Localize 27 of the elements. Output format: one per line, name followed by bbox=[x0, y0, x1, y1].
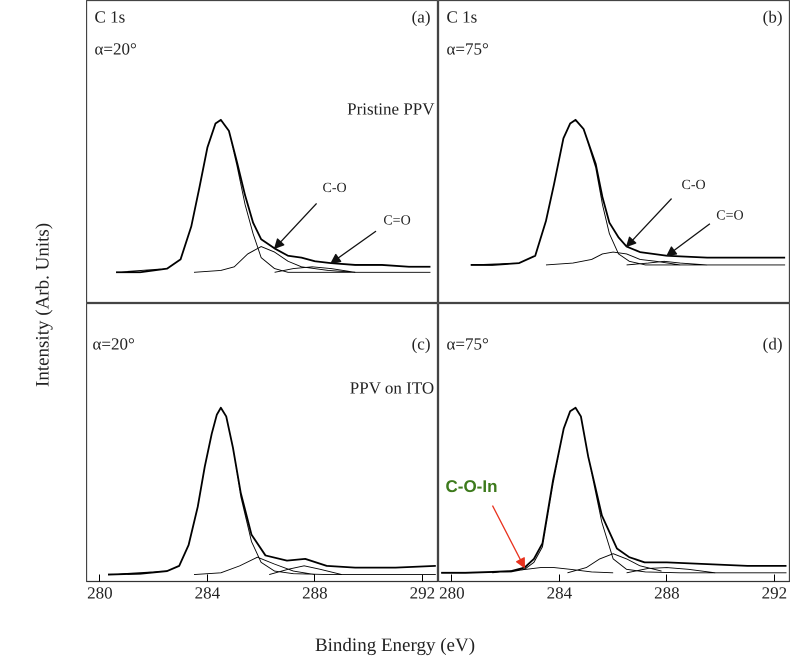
x-tick-label: 292 bbox=[410, 584, 436, 602]
text: (d) bbox=[762, 334, 783, 354]
text: α=20° bbox=[92, 334, 135, 354]
annotation: C-O bbox=[682, 178, 706, 194]
annotation: C-O-In bbox=[446, 476, 498, 496]
text: α=20° bbox=[94, 40, 137, 58]
x-tick-label: 288 bbox=[302, 584, 328, 602]
text: α=75° bbox=[446, 40, 489, 58]
text: (c) bbox=[412, 334, 431, 354]
x-tick-label: 292 bbox=[762, 584, 788, 602]
x-tick-label: 280 bbox=[87, 584, 113, 602]
text: PPV on ITO bbox=[350, 378, 434, 398]
x-tick-label: 288 bbox=[654, 584, 680, 602]
text: Pristine PPV bbox=[347, 100, 436, 118]
x-axis-title: Binding Energy (eV) bbox=[314, 634, 476, 658]
annotation: C=O bbox=[383, 214, 411, 229]
annotation: C-O bbox=[322, 180, 347, 196]
text: (a) bbox=[412, 8, 431, 26]
y-axis-title: Intensity (Arb. Units) bbox=[31, 222, 54, 390]
annotation: C=O bbox=[716, 208, 744, 224]
x-tick-label: 280 bbox=[439, 584, 465, 602]
x-tick-label: 284 bbox=[546, 584, 573, 602]
text: C 1s bbox=[94, 8, 126, 26]
text: C 1s bbox=[446, 8, 478, 26]
x-tick-label: 284 bbox=[194, 584, 221, 602]
text: (b) bbox=[762, 8, 783, 26]
text: α=75° bbox=[446, 334, 489, 354]
